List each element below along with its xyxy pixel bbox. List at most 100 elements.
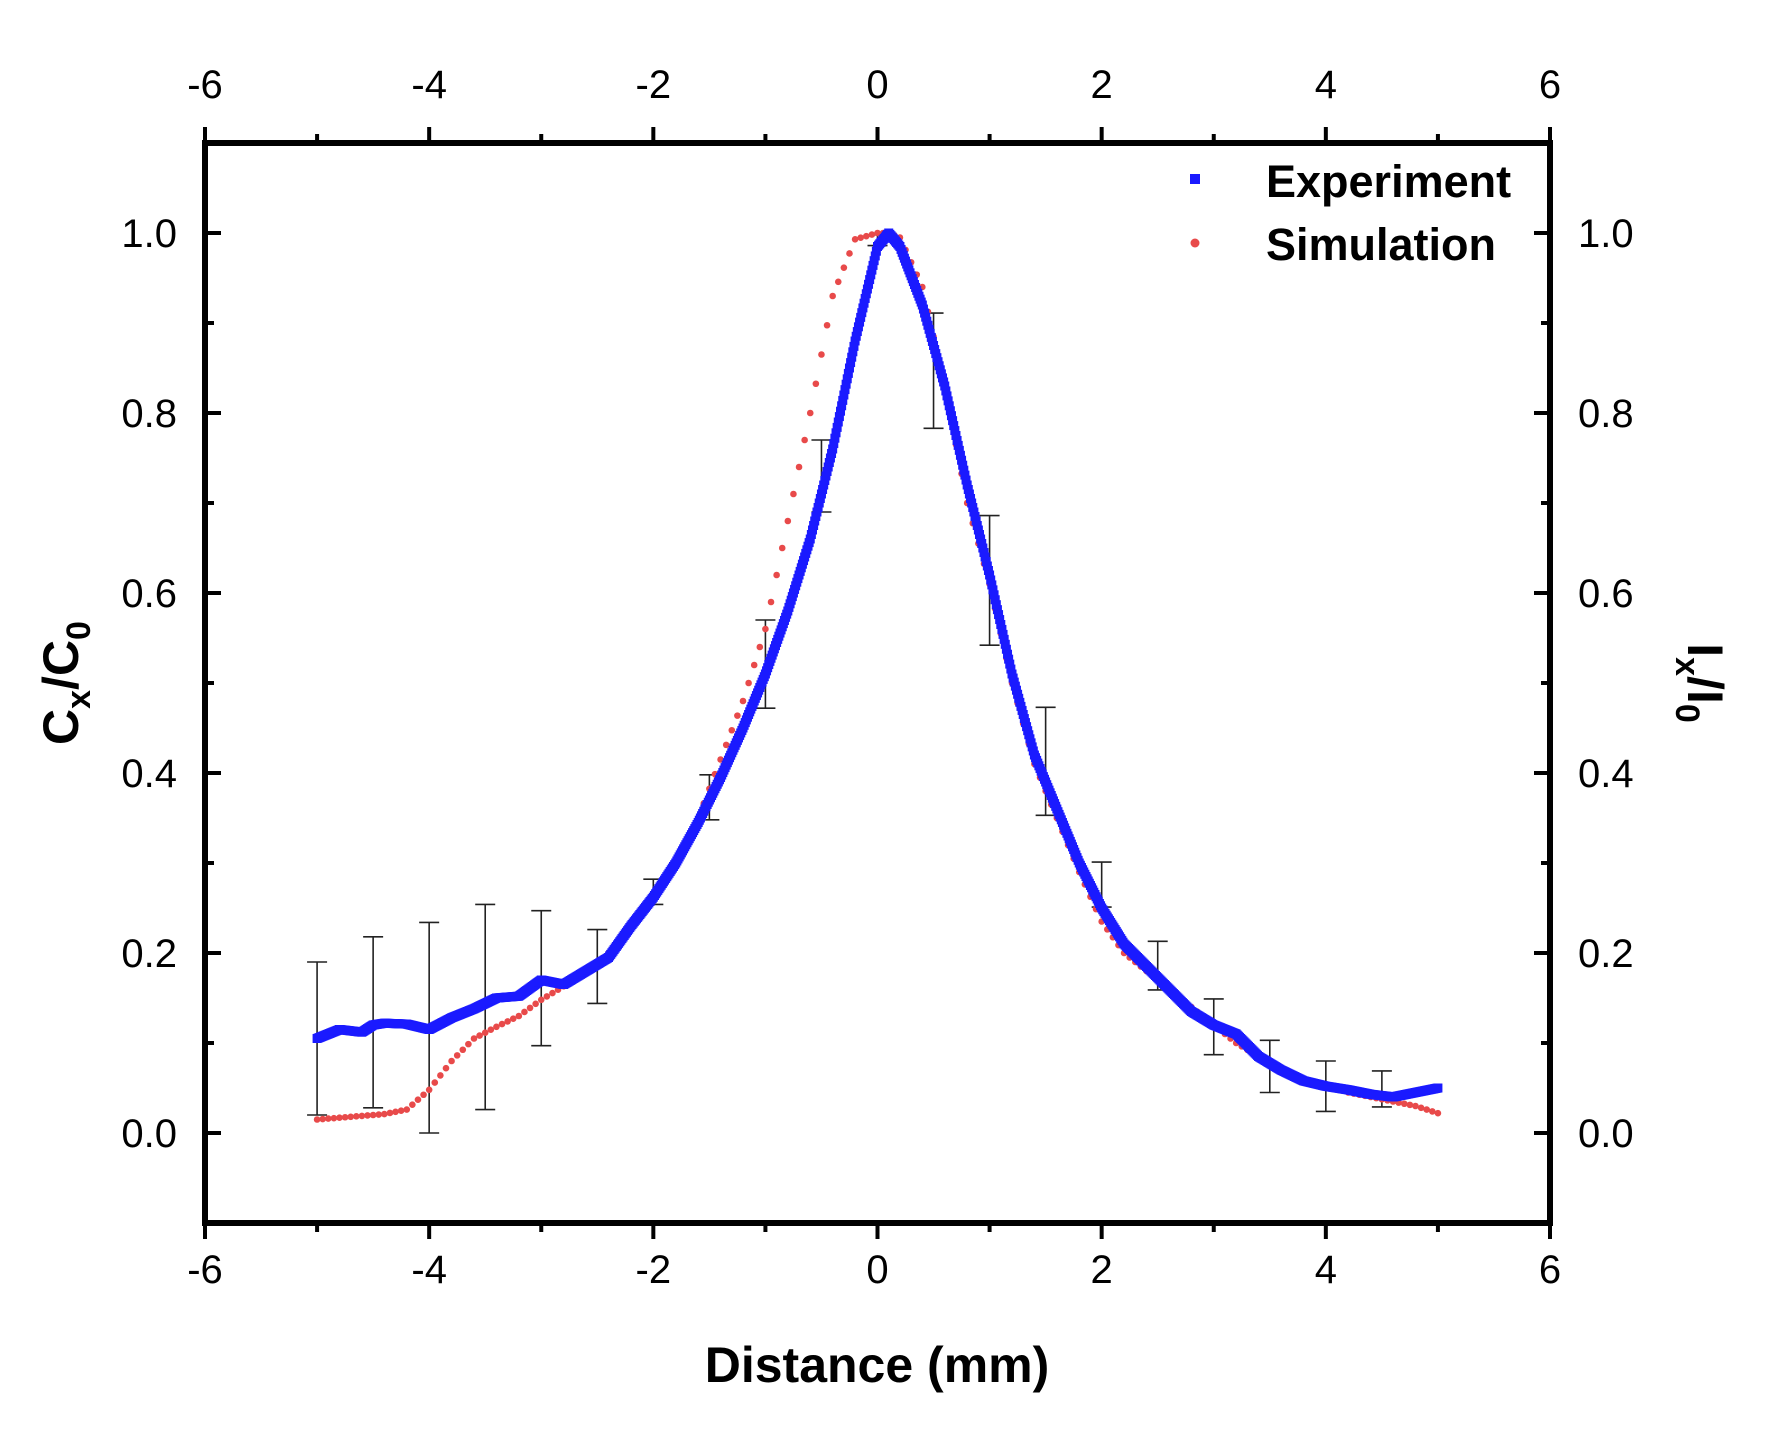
legend-label-experiment: Experiment [1266,156,1511,207]
y-tick-label-right: 0.0 [1578,1112,1634,1156]
legend: Experiment Simulation [1190,156,1511,270]
simulation-point [549,989,556,997]
experiment-point [988,585,998,595]
experiment-point [855,317,865,327]
x-tick-label-bottom: 6 [1539,1248,1561,1292]
experiment-point [958,460,968,470]
experiment-point [994,610,1004,620]
simulation-point [481,1029,489,1036]
experiment-point [847,352,857,362]
experiment-point [1005,659,1015,669]
experiment-point [1003,649,1013,659]
simulation-point [532,1000,539,1008]
experiment-point [1433,1083,1443,1093]
simulation-point [515,1012,523,1020]
simulation-point [353,1113,360,1120]
x-axis-bottom: -6 -4 -2 0 2 4 6 [187,1223,1561,1292]
x-tick-label-top: -6 [187,63,223,107]
series-simulation [313,229,1442,1123]
simulation-point [829,292,836,300]
simulation-point [381,1110,388,1118]
experiment-point [867,265,877,275]
simulation-point [437,1072,444,1079]
simulation-point [818,351,825,358]
experiment-point [831,428,841,438]
experiment-point [987,580,997,590]
x-tick-label-top: -4 [411,63,447,107]
experiment-point [946,411,956,421]
experiment-point [950,426,960,436]
simulation-point [868,231,876,238]
y-axis-left-title: Cx/C0 [33,621,98,745]
x-tick-label-bottom: -6 [187,1248,223,1292]
experiment-point [954,445,964,455]
simulation-point [1406,1101,1414,1109]
experiment-point [997,624,1007,634]
experiment-point [949,421,959,431]
experiment-point [945,406,955,416]
simulation-point [762,625,769,633]
experiment-point [989,590,999,600]
y-tick-label-left: 0.2 [121,932,177,976]
simulation-point [840,264,848,271]
experiment-point [960,470,970,480]
experiment-point [839,390,849,400]
experiment-point [828,444,838,454]
experiment-point [944,401,954,411]
y-tick-label-right: 0.2 [1578,932,1634,976]
simulation-point [504,1018,511,1025]
simulation-point [487,1026,495,1034]
legend-label-simulation: Simulation [1266,219,1496,270]
experiment-point [1004,654,1014,664]
simulation-point [795,463,803,471]
x-axis-title: Distance (mm) [705,1337,1050,1393]
experiment-point [990,595,1000,605]
experiment-point [846,358,856,368]
experiment-point [996,620,1006,629]
simulation-point [498,1020,506,1028]
y-tick-label-right: 1.0 [1578,212,1634,256]
simulation-point [773,571,780,579]
experiment-point [1006,664,1016,674]
y-tick-label-right: 0.4 [1578,752,1634,796]
y-axis-right: 0.0 0.2 0.4 0.6 0.8 1.0 [1534,141,1634,1225]
simulation-point [1434,1109,1442,1117]
simulation-point [543,993,551,1000]
simulation-point [347,1113,355,1121]
simulation-point [778,544,786,552]
simulation-point [756,643,764,651]
experiment-point [853,322,863,332]
experiment-point [834,412,844,422]
simulation-point [392,1108,399,1116]
experiment-point [869,256,879,266]
experiment-point [1000,639,1010,649]
x-tick-label-top: 6 [1539,63,1561,107]
experiment-point [859,298,869,308]
simulation-point [790,490,797,498]
simulation-point [1423,1106,1431,1113]
simulation-point [358,1112,366,1120]
experiment-point [856,312,866,322]
experiment-point [841,379,851,389]
experiment-point [868,260,878,270]
experiment-point [840,385,850,395]
simulation-point [526,1004,534,1012]
simulation-point [846,250,853,257]
experiment-point [940,381,950,391]
simulation-point [1417,1104,1425,1112]
simulation-point [722,741,730,749]
simulation-point [341,1113,349,1121]
experiment-point [862,284,872,294]
experiment-point [999,634,1009,644]
experiment-point [849,341,859,351]
experiment-point [858,303,868,313]
experiment-point [833,417,843,427]
simulation-point [364,1112,371,1119]
simulation-point [521,1008,528,1016]
experiment-point [948,416,958,426]
simulation-point [1429,1108,1436,1115]
experiment-point [952,435,962,445]
experiment-point [865,275,875,285]
experiment-point [957,455,967,465]
simulation-point [465,1040,472,1048]
